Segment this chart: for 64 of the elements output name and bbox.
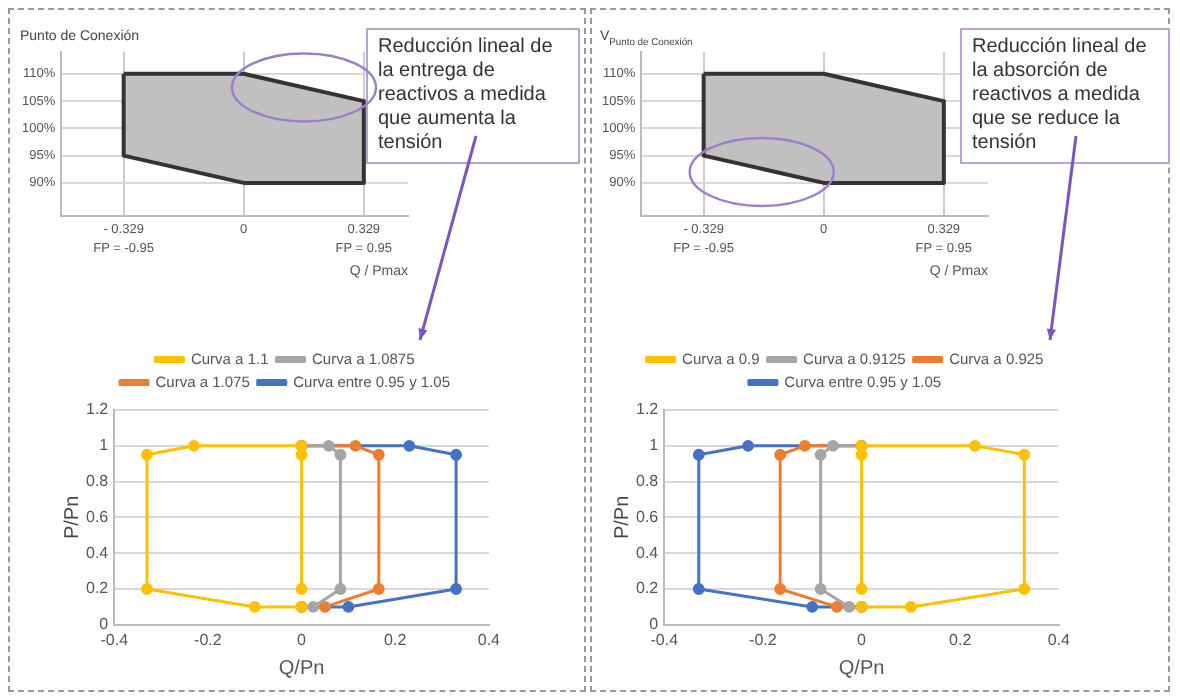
point: [450, 448, 462, 461]
point: [307, 601, 320, 613]
y-tick-label: 1.2: [635, 400, 660, 419]
x-tick-label: 0: [857, 630, 868, 649]
y-tick-label: 0: [99, 615, 110, 634]
point: [806, 601, 819, 613]
y-tick-label: 0.4: [85, 543, 110, 562]
point: [969, 439, 981, 452]
point: [295, 583, 308, 595]
y-tick-label: 0.2: [635, 579, 660, 598]
point: [187, 439, 200, 452]
point: [319, 601, 331, 613]
y-tick-label: 0.8: [635, 472, 660, 491]
point: [248, 601, 261, 613]
y-tick-label: 0.2: [85, 579, 110, 598]
point: [450, 583, 462, 595]
y-tick-label: 1.2: [85, 400, 110, 419]
point: [692, 583, 705, 595]
point: [814, 448, 827, 461]
x-tick-label: 0.2: [949, 630, 973, 649]
x-tick-label: 0.4: [1047, 630, 1072, 649]
x-tick-label: 0.4: [477, 630, 502, 649]
point: [334, 583, 347, 595]
x-tick-label: -0.2: [749, 630, 778, 649]
y-tick-label: 0.6: [85, 507, 110, 526]
x-tick-label: -0.4: [650, 630, 680, 649]
point: [342, 601, 355, 613]
point: [843, 601, 856, 613]
y-tick-label: 1: [649, 436, 660, 455]
point: [774, 583, 787, 595]
point: [372, 448, 385, 461]
point: [403, 439, 416, 452]
point: [827, 439, 839, 452]
annotation: Reducción lineal de la entrega de reactivos a medida que aumenta la tensión: [366, 28, 580, 164]
point: [742, 439, 754, 452]
point: [322, 439, 335, 452]
x-tick-label: 0: [297, 630, 308, 649]
point: [855, 583, 868, 595]
y-tick-label: 0: [649, 615, 660, 634]
point: [831, 601, 843, 613]
point: [904, 601, 917, 613]
y-tick-label: 0.6: [635, 507, 660, 526]
point: [774, 448, 787, 461]
point: [334, 448, 347, 461]
point: [141, 583, 153, 595]
point: [141, 448, 153, 461]
y-tick-label: 1: [99, 436, 110, 455]
x-tick-label: 0.2: [384, 630, 408, 649]
y-axis-title: P/Pn: [611, 495, 634, 540]
x-axis-title: Q/Pn: [838, 657, 885, 680]
x-tick-label: -0.2: [194, 630, 223, 649]
point: [692, 448, 705, 461]
y-tick-label: 0.8: [85, 472, 110, 491]
point: [1018, 583, 1031, 595]
y-axis-title: P/Pn: [61, 495, 84, 540]
x-axis-title: Q/Pn: [278, 657, 325, 680]
x-tick-label: -0.4: [100, 630, 130, 649]
point: [798, 439, 811, 452]
point: [1018, 448, 1031, 461]
y-tick-label: 0.4: [635, 543, 660, 562]
annotation: Reducción lineal de la absorción de reactivos a medida que se reduce la tensión: [960, 28, 1170, 164]
point: [349, 439, 362, 452]
point: [814, 583, 827, 595]
point: [372, 583, 385, 595]
